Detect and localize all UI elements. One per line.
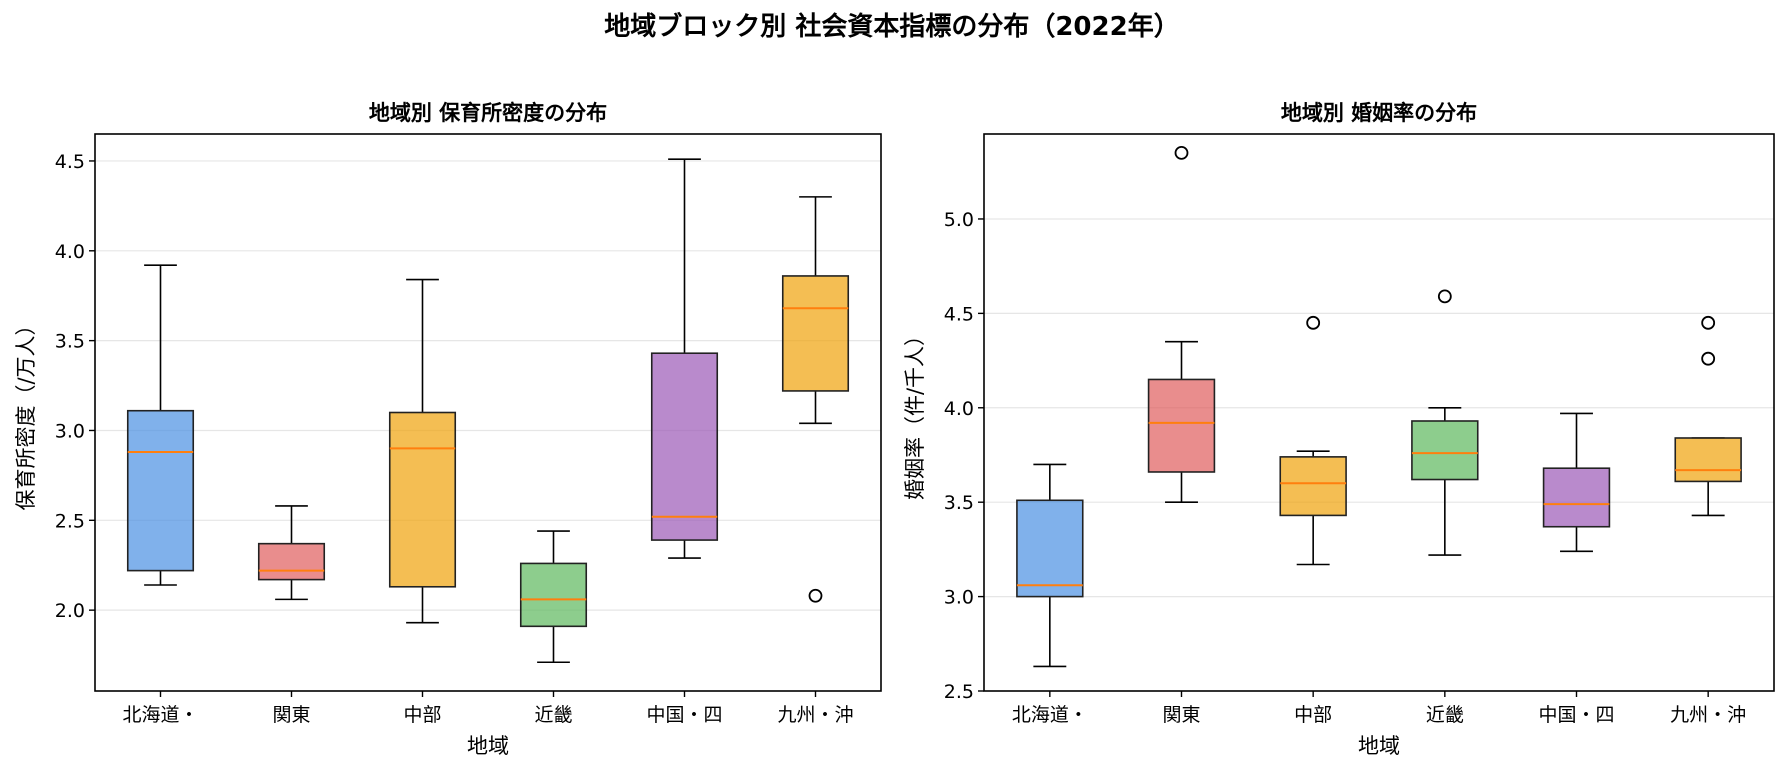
- x-tick-label: 中国・四: [1538, 704, 1614, 726]
- iqr-box: [257, 542, 326, 581]
- box-5: [1542, 412, 1611, 553]
- y-tick-label: 3.5: [55, 331, 85, 353]
- iqr-box: [650, 352, 719, 541]
- box-1: [1016, 463, 1084, 668]
- iqr-box: [1674, 437, 1742, 483]
- iqr-box: [388, 411, 457, 588]
- x-axis-label: 地域: [467, 734, 509, 758]
- x-tick-label: 近畿: [1426, 704, 1464, 726]
- iqr-box: [1411, 420, 1479, 481]
- iqr-box: [126, 409, 195, 572]
- x-tick-label: 九州・沖: [1670, 704, 1746, 726]
- y-tick-label: 3.0: [55, 420, 85, 442]
- box-4: [1411, 289, 1479, 556]
- y-tick-label: 4.0: [55, 241, 85, 263]
- y-tick-label: 4.5: [944, 303, 974, 325]
- iqr-box: [519, 562, 588, 628]
- outlier-point: [808, 588, 823, 603]
- plot-frame: [94, 133, 882, 692]
- iqr-box: [1147, 378, 1216, 473]
- y-axis-label: 保育所密度（/万人）: [14, 314, 38, 510]
- y-tick-label: 4.0: [944, 398, 974, 420]
- box-6: [1674, 315, 1742, 517]
- plot-frame: [983, 133, 1775, 692]
- y-tick-label: 5.0: [944, 209, 974, 231]
- outlier-point: [1437, 289, 1452, 304]
- box-1: [126, 264, 195, 586]
- box-4: [519, 530, 588, 664]
- y-tick-label: 2.5: [944, 681, 974, 703]
- box-3: [1279, 315, 1347, 566]
- panel-title: 地域別 保育所密度の分布: [369, 101, 607, 125]
- x-axis-label: 地域: [1358, 734, 1400, 758]
- x-tick-label: 中部: [1294, 704, 1332, 726]
- iqr-box: [1016, 499, 1084, 598]
- iqr-box: [1542, 467, 1611, 528]
- panel-title: 地域別 婚姻率の分布: [1281, 101, 1477, 125]
- x-tick-label: 関東: [1162, 704, 1200, 726]
- outlier-point: [1174, 145, 1189, 160]
- iqr-box: [1279, 456, 1347, 517]
- box-2: [257, 505, 326, 601]
- y-tick-label: 2.0: [55, 600, 85, 622]
- y-axis-label: 婚姻率（件/千人）: [903, 325, 927, 500]
- y-tick-label: 3.5: [944, 492, 974, 514]
- outlier-point: [1306, 315, 1321, 330]
- box-3: [388, 278, 457, 624]
- x-tick-label: 北海道・: [1012, 704, 1088, 726]
- x-tick-label: 北海道・: [122, 704, 198, 726]
- x-tick-label: 中部: [403, 704, 441, 726]
- x-tick-label: 九州・沖: [777, 704, 853, 726]
- y-tick-label: 4.5: [55, 151, 85, 173]
- iqr-box: [781, 275, 850, 392]
- outlier-point: [1701, 315, 1716, 330]
- chart-panel-childcare-density: 2.0 2.5 3.0 3.5 4.0 4.5 北海道・ 関東 中部 近畿 中国・四 九州・沖 地域別 …: [14, 101, 882, 758]
- outlier-point: [1701, 351, 1716, 366]
- x-tick-label: 近畿: [534, 704, 572, 726]
- box-5: [650, 158, 719, 559]
- chart-panel-marriage-rate: 2.5 3.0 3.5 4.0 4.5 5.0 北海道・ 関東 中部 近畿 中国・四 九州・沖 地域別 …: [903, 101, 1775, 758]
- x-tick-label: 中国・四: [646, 704, 722, 726]
- box-2: [1147, 145, 1216, 503]
- figure-title: 地域ブロック別 社会資本指標の分布（2022年）: [604, 11, 1179, 42]
- box-6: [781, 196, 850, 603]
- y-tick-label: 3.0: [944, 587, 974, 609]
- y-tick-label: 2.5: [55, 510, 85, 532]
- x-tick-label: 関東: [272, 704, 310, 726]
